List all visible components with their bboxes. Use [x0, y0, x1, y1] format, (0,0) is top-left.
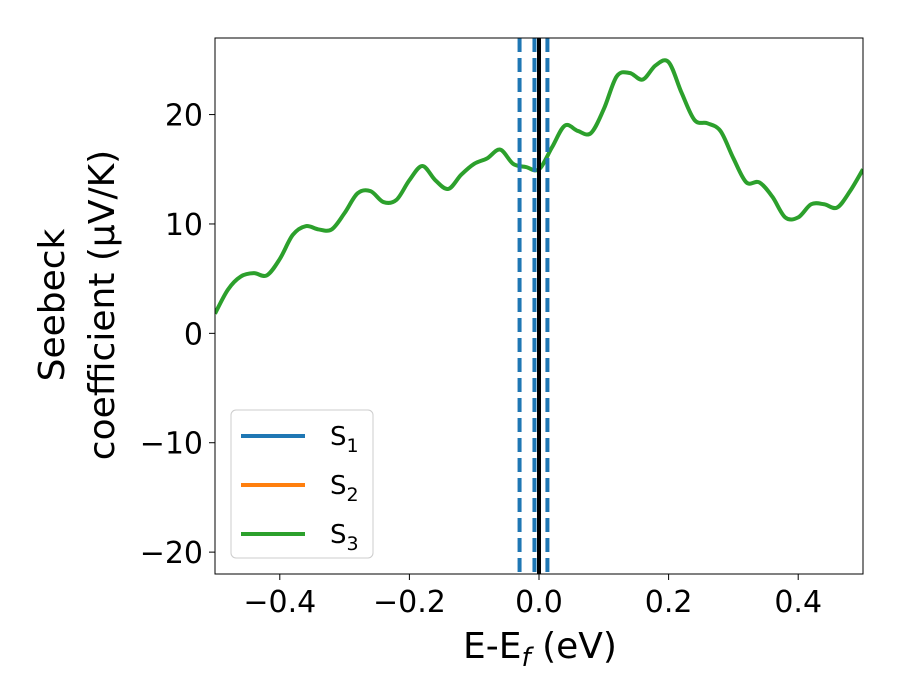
y-axis-label-line2: coefficient (μV/K) — [82, 150, 123, 460]
x-tick-label: 0.2 — [645, 585, 693, 620]
y-axis-label: Seebeck coefficient (μV/K) — [32, 150, 123, 460]
legend-label: S2 — [330, 471, 359, 506]
legend: S1 S2 S3 — [230, 409, 374, 559]
x-tick-label: 0.4 — [774, 585, 822, 620]
x-axis-label: E-Ef (eV) — [463, 626, 617, 673]
reference-lines — [517, 38, 550, 574]
y-tick-label: −20 — [140, 536, 203, 571]
x-tick-label: −0.4 — [243, 585, 316, 620]
y-tick-label: 20 — [165, 99, 203, 134]
y-tick-label: −10 — [140, 427, 203, 462]
y-tick-label: 0 — [184, 317, 203, 352]
x-tick-label: −0.2 — [373, 585, 446, 620]
legend-label: S1 — [330, 422, 359, 457]
y-axis-ticks: −20 −10 0 10 20 — [140, 99, 215, 571]
y-axis-label-line1: Seebeck — [32, 228, 73, 381]
x-tick-label: 0.0 — [515, 585, 563, 620]
y-tick-label: 10 — [165, 208, 203, 243]
legend-label: S3 — [330, 520, 359, 555]
x-axis-ticks: −0.4 −0.2 0.0 0.2 0.4 — [243, 574, 822, 620]
